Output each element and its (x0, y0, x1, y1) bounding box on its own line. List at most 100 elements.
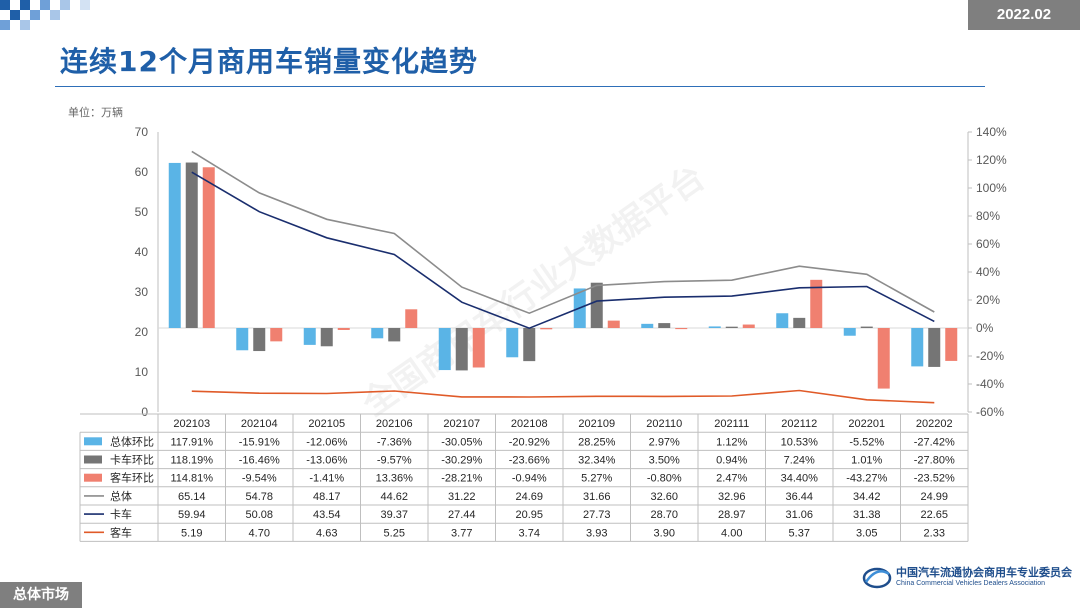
bar-总体环比-202105 (303, 328, 316, 345)
table-cell-总体: 32.96 (718, 491, 746, 503)
bar-卡车环比-202109 (590, 282, 603, 328)
table-cell-卡车: 31.38 (853, 509, 881, 521)
association-name-en: China Commercial Vehicles Dealers Associ… (896, 580, 1046, 587)
table-cell-客车: 4.63 (316, 527, 337, 539)
line-总体 (191, 150, 935, 315)
right-axis-tick: 100% (976, 181, 1007, 195)
table-cell-总体环比: -5.52% (849, 436, 884, 448)
table-cell-客车环比: -28.21% (441, 473, 482, 485)
table-cell-客车环比: 5.27% (581, 473, 612, 485)
title-divider (55, 86, 985, 87)
table-cell-总体环比: 1.12% (716, 436, 747, 448)
table-cell-卡车环比: -30.29% (441, 455, 482, 467)
table-cell-卡车: 50.08 (245, 509, 273, 521)
table-cell-客车环比: 13.36% (376, 473, 414, 485)
bar-客车环比-202107 (472, 328, 485, 368)
bar-总体环比-202201 (843, 328, 856, 336)
right-axis-tick: 40% (976, 265, 1000, 279)
bar-卡车环比-202111 (725, 326, 738, 328)
left-axis-tick: 20 (135, 325, 149, 339)
table-cell-卡车: 28.97 (718, 509, 746, 521)
table-cell-客车环比: -23.52% (914, 473, 955, 485)
bar-客车环比-202108 (540, 328, 553, 330)
bar-总体环比-202202 (911, 328, 924, 367)
bar-总体环比-202111 (708, 326, 721, 328)
legend-label: 总体环比 (110, 434, 154, 448)
association-logo: 中国汽车流通协会商用车专业委员会 China Commercial Vehicl… (862, 562, 1072, 596)
table-cell-总体: 32.60 (650, 491, 678, 503)
table-cell-总体环比: -7.36% (377, 436, 412, 448)
table-cell-客车: 5.19 (181, 527, 202, 539)
page-title: 连续12个月商用车销量变化趋势 (60, 45, 478, 78)
table-cell-卡车环比: -23.66% (509, 455, 550, 467)
bar-总体环比-202106 (371, 328, 384, 339)
table-cell-客车环比: 34.40% (781, 473, 819, 485)
legend-swatch-客车环比 (84, 473, 102, 482)
left-axis-tick: 0 (141, 405, 148, 419)
table-cell-总体环比: -27.42% (914, 436, 955, 448)
category-label: 202111 (714, 418, 749, 430)
bar-总体环比-202110 (641, 323, 654, 328)
legend-label: 卡车环比 (110, 453, 154, 467)
table-cell-客车环比: 114.81% (170, 473, 213, 485)
bar-卡车环比-202202 (928, 328, 941, 367)
table-cell-卡车: 43.54 (313, 509, 341, 521)
line-卡车 (191, 171, 935, 330)
table-cell-卡车: 27.44 (448, 509, 476, 521)
bar-卡车环比-202112 (793, 317, 806, 328)
watermark-text: 全国商用车行业大数据平台 (354, 158, 712, 425)
right-axis-tick: 60% (976, 237, 1000, 251)
association-logo-icon (862, 567, 892, 589)
bar-卡车环比-202107 (455, 328, 468, 371)
bar-卡车环比-202106 (388, 328, 401, 342)
bar-客车环比-202110 (675, 328, 688, 330)
bar-客车环比-202104 (270, 328, 283, 342)
left-axis-tick: 30 (135, 285, 149, 299)
table-cell-客车: 4.70 (249, 527, 270, 539)
table-cell-总体环比: -12.06% (306, 436, 347, 448)
date-badge: 2022.02 (968, 0, 1080, 30)
left-axis-tick: 70 (135, 125, 149, 139)
legend-label: 客车 (110, 525, 132, 539)
right-axis-tick: -40% (976, 377, 1004, 391)
bar-卡车环比-202103 (185, 162, 198, 328)
bar-总体环比-202112 (776, 313, 789, 328)
legend-swatch-总体环比 (84, 437, 102, 446)
legend-label: 卡车 (110, 507, 132, 521)
table-cell-卡车环比: 0.94% (716, 455, 747, 467)
table-cell-卡车: 31.06 (785, 509, 813, 521)
bar-卡车环比-202108 (523, 328, 536, 362)
category-label: 202104 (241, 418, 278, 430)
bar-总体环比-202108 (506, 328, 519, 358)
category-label: 202112 (781, 418, 817, 430)
table-cell-客车: 5.37 (789, 527, 810, 539)
bar-总体环比-202107 (438, 328, 451, 371)
table-cell-卡车环比: -9.57% (377, 455, 412, 467)
table-cell-卡车: 20.95 (515, 509, 543, 521)
table-cell-总体: 24.69 (515, 491, 543, 503)
table-cell-总体环比: 10.53% (781, 436, 819, 448)
table-cell-总体: 24.99 (920, 491, 948, 503)
left-axis-tick: 60 (135, 165, 149, 179)
table-cell-卡车环比: 3.50% (649, 455, 680, 467)
table-cell-卡车: 59.94 (178, 509, 206, 521)
table-cell-卡车环比: 118.19% (170, 455, 213, 467)
bar-客车环比-202109 (607, 320, 620, 328)
category-label: 202201 (848, 418, 885, 430)
table-cell-卡车: 28.70 (650, 509, 678, 521)
table-cell-总体: 48.17 (313, 491, 341, 503)
table-cell-卡车环比: 7.24% (784, 455, 815, 467)
table-cell-总体环比: -20.92% (509, 436, 550, 448)
table-cell-客车环比: -9.54% (242, 473, 277, 485)
table-cell-总体: 34.42 (853, 491, 881, 503)
bar-客车环比-202201 (877, 328, 890, 389)
table-cell-总体: 44.62 (380, 491, 408, 503)
table-cell-总体环比: 28.25% (578, 436, 616, 448)
table-cell-总体: 31.66 (583, 491, 611, 503)
table-cell-客车环比: -0.94% (512, 473, 547, 485)
table-cell-总体: 36.44 (785, 491, 813, 503)
legend-label: 客车环比 (110, 471, 154, 485)
left-axis-tick: 10 (135, 365, 149, 379)
left-axis-tick: 50 (135, 205, 149, 219)
bar-卡车环比-202104 (253, 328, 266, 352)
